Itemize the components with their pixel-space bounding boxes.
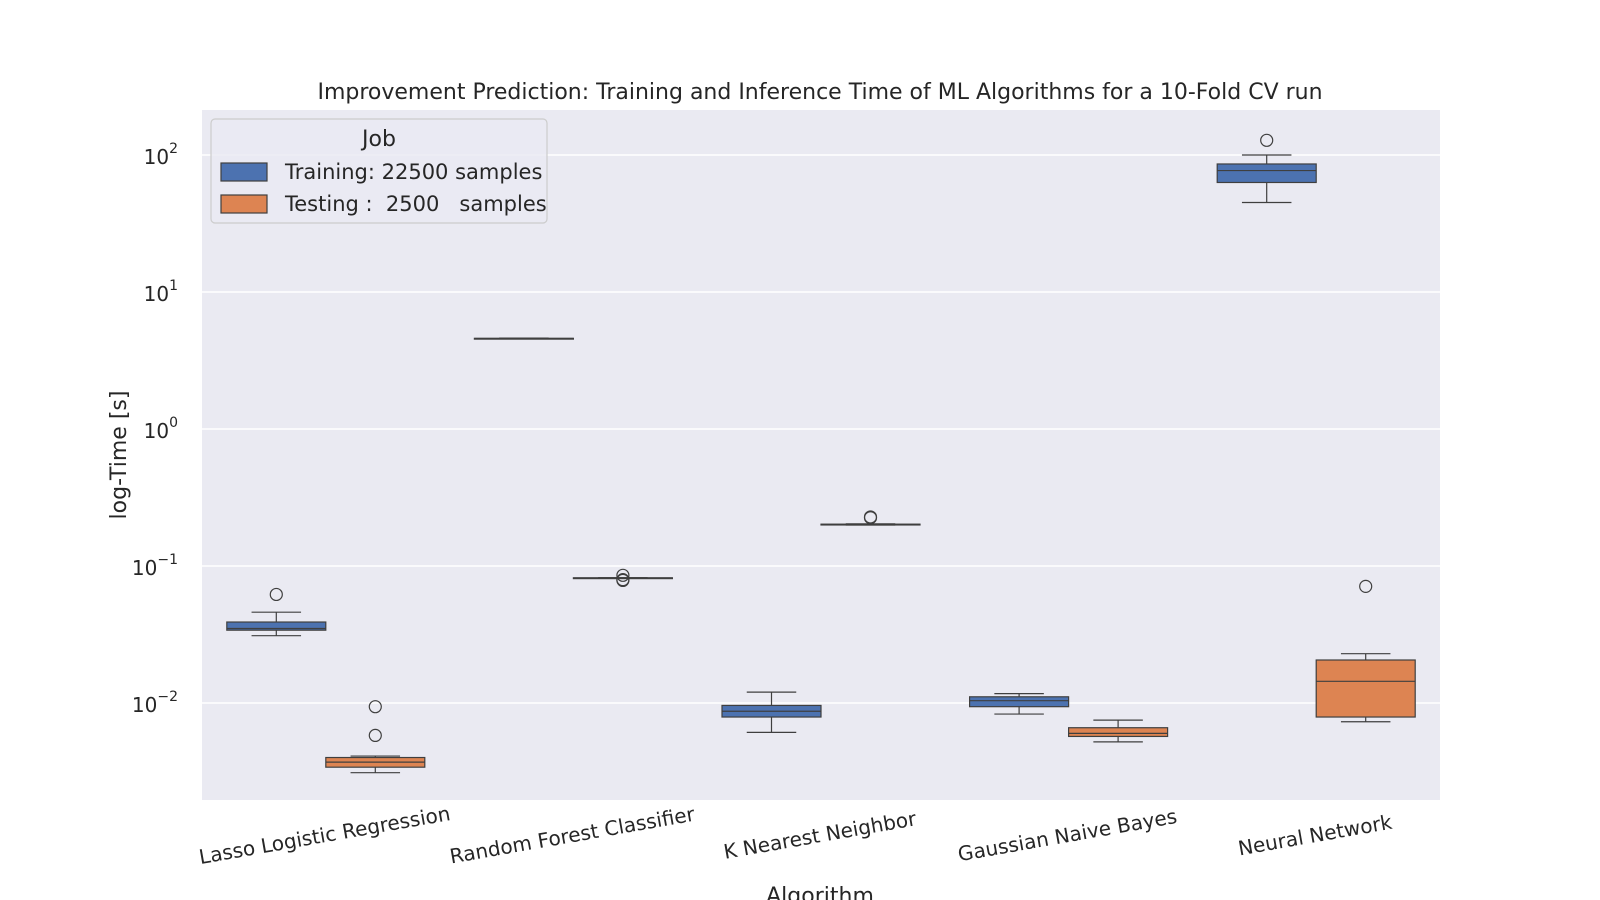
boxes [226, 133, 1416, 774]
chart-title: Improvement Prediction: Training and Inf… [317, 80, 1322, 105]
x-axis-label: Algorithm [766, 884, 874, 900]
box-body [226, 621, 327, 631]
outlier-point-0 [1260, 133, 1274, 147]
x-tick-label-1: Random Forest Classifier [448, 802, 697, 869]
outlier-point-1 [368, 700, 382, 714]
outlier-point-1 [863, 510, 878, 524]
x-tick-label-3: Gaussian Naive Bayes [956, 804, 1179, 866]
box-training-2 [721, 691, 822, 734]
box-body [1067, 727, 1169, 738]
x-tick-label-2: K Nearest Neighbor [722, 806, 919, 864]
y-axis-label: log-Time [s] [107, 391, 132, 520]
box-training-4 [1216, 133, 1317, 204]
x-tick-label-0: Lasso Logistic Regression [197, 801, 452, 869]
y-tick-exponent-4: 2 [169, 141, 178, 157]
y-tick-exponent-3: 1 [169, 278, 178, 294]
grid-lines [202, 154, 1440, 704]
box-training-0 [226, 587, 327, 637]
y-tick-exponent-1: −1 [157, 552, 178, 568]
box-testing-2 [820, 510, 921, 526]
outlier-point-2 [616, 568, 630, 582]
legend-frame [210, 118, 548, 224]
box-testing-4 [1315, 579, 1416, 723]
y-tick-exponent-2: 0 [169, 415, 178, 431]
legend: Job Training: 22500 samples Testing : 25… [210, 118, 548, 224]
legend-swatch-training [220, 162, 268, 182]
y-tick-exponent-0: −2 [157, 689, 178, 705]
legend-title: Job [360, 127, 396, 152]
legend-label-testing: Testing : 2500 samples [284, 192, 547, 216]
box-testing-0 [325, 700, 426, 774]
box-training-1 [473, 337, 574, 340]
legend-swatch-testing [220, 194, 268, 214]
x-tick-label-4: Neural Network [1236, 810, 1394, 861]
outlier-point-1 [616, 573, 630, 587]
box-training-3 [968, 693, 1070, 715]
y-tick-label-0: 10−2 [132, 689, 178, 717]
box-body [1315, 659, 1416, 718]
y-tick-label-1: 10−1 [132, 552, 178, 580]
plot-area [202, 110, 1440, 800]
y-tick-label-3: 101 [144, 278, 178, 306]
outlier-point-0 [269, 587, 283, 602]
box-testing-3 [1067, 719, 1169, 743]
outlier-point-0 [1359, 579, 1373, 593]
box-testing-1 [572, 568, 674, 588]
outlier-point-0 [368, 728, 382, 743]
y-tick-label-2: 100 [144, 415, 178, 443]
legend-label-training: Training: 22500 samples [284, 160, 542, 184]
box-body [968, 696, 1070, 708]
box-body [1216, 163, 1317, 184]
y-tick-label-4: 102 [144, 141, 178, 169]
